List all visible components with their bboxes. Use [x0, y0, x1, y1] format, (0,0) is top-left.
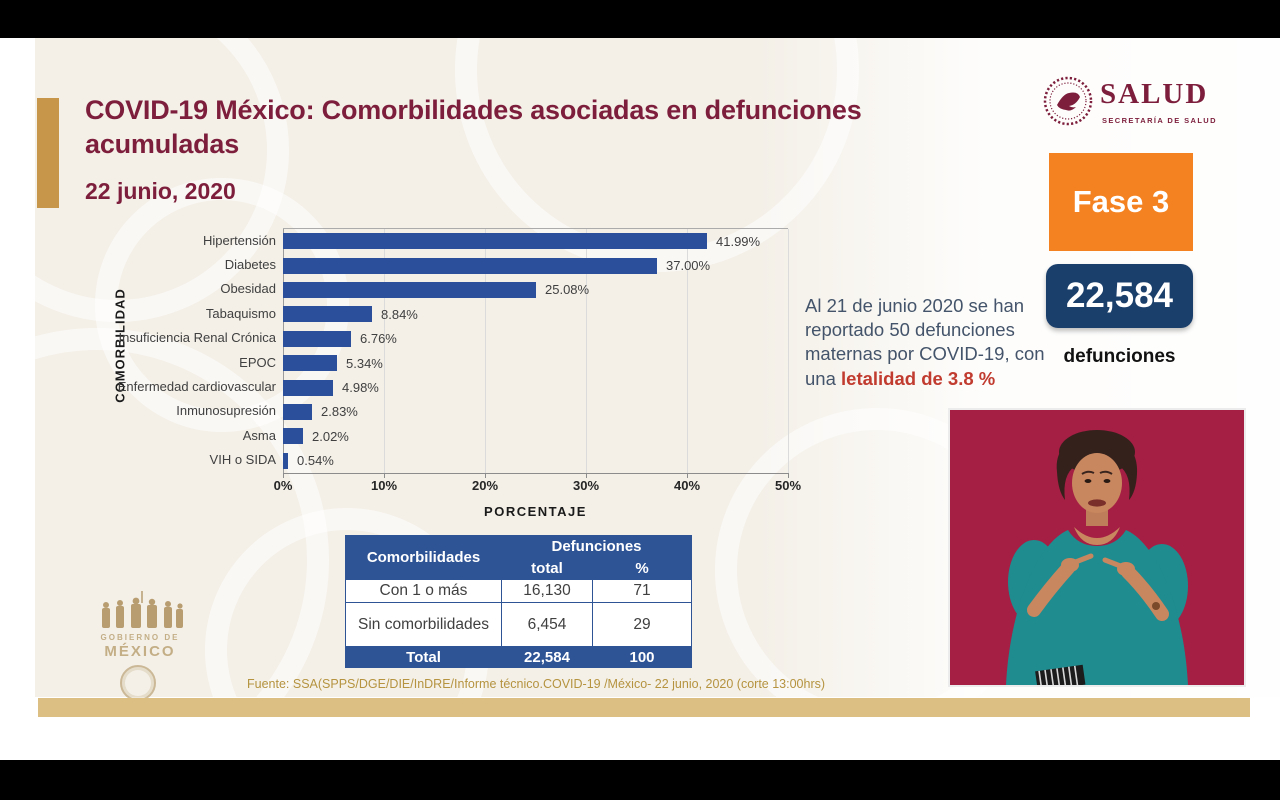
chart-x-tick-label: 10% — [370, 478, 398, 493]
chart-bar-value: 0.54% — [297, 453, 334, 469]
chart-bar — [283, 330, 351, 347]
gov-logo-text: GOBIERNO DE MÉXICO — [90, 633, 190, 660]
bottom-letterbox — [0, 760, 1280, 800]
watermark-background — [35, 38, 1280, 697]
deaths-badge: 22,584 — [1046, 264, 1193, 328]
gov-figures-icon — [102, 591, 183, 628]
gobierno-de-mexico-logo: GOBIERNO DE MÉXICO — [90, 591, 190, 701]
chart-bar-value: 4.98% — [342, 380, 379, 396]
source-citation: Fuente: SSA(SPPS/DGE/DIE/InDRE/Informe t… — [247, 677, 826, 691]
sign-language-interpreter-video — [948, 408, 1246, 692]
chart-gridline — [384, 229, 385, 473]
chart-tick-mark — [485, 473, 486, 478]
chart-category-label: Diabetes — [224, 257, 276, 273]
table-cell-pct: 29 — [592, 602, 692, 647]
chart-bar — [283, 233, 707, 250]
salud-logo: SALUD SECRETARÍA DE SALUD — [1040, 74, 1250, 134]
table-subheader-total: total — [501, 557, 593, 580]
chart-bar — [283, 452, 288, 469]
chart-bar-value: 25.08% — [545, 282, 590, 298]
slide-title: COVID-19 México: Comorbilidades asociada… — [85, 95, 862, 160]
chart-category-label: Obesidad — [220, 281, 276, 297]
bottom-gold-band — [38, 698, 1250, 717]
chart-bar — [283, 379, 333, 396]
chart-category-label: Enfermedad cardiovascular — [117, 379, 276, 395]
chart-x-tick-label: 50% — [774, 478, 802, 493]
salud-eagle-emblem-icon — [1043, 76, 1093, 126]
chart-tick-mark — [283, 473, 284, 478]
table-subheader-pct: % — [592, 557, 692, 580]
chart-category-label: VIH o SIDA — [209, 452, 276, 468]
table-total-row: Total 22,584 100 — [345, 646, 692, 668]
chart-bar-value: 8.84% — [381, 306, 418, 322]
table-header-defunciones: Defunciones — [501, 535, 692, 558]
chart-tick-mark — [687, 473, 688, 478]
chart-bar — [283, 428, 303, 445]
summary-table: Comorbilidades Defunciones total % Con 1… — [345, 535, 692, 668]
chart-gridline — [586, 229, 587, 473]
chart-tick-mark — [788, 473, 789, 478]
gov-logo-line1: GOBIERNO DE — [100, 633, 180, 642]
table-row: Sin comorbilidades 6,454 29 — [345, 602, 692, 647]
maternal-note-highlight: letalidad de 3.8 % — [841, 367, 996, 389]
chart-x-axis-label: PORCENTAJE — [484, 504, 587, 519]
chart-category-label: Asma — [242, 427, 276, 443]
table-cell-label: Total — [345, 646, 502, 668]
salud-wordmark: SALUD — [1100, 78, 1209, 110]
table-row: Con 1 o más 16,130 71 — [345, 579, 692, 603]
chart-bar — [283, 404, 312, 420]
slide-date: 22 junio, 2020 — [85, 178, 236, 204]
chart-category-label: Hipertensión — [203, 232, 276, 248]
chart-gridline — [788, 229, 789, 473]
table-cell-pct: 100 — [592, 646, 692, 668]
table-cell-total: 16,130 — [501, 579, 593, 603]
chart-bar-value: 2.02% — [312, 428, 349, 444]
chart-x-tick-label: 0% — [273, 478, 293, 493]
deaths-caption: defunciones — [1063, 346, 1176, 367]
chart-category-label: Insuficiencia Renal Crónica — [118, 330, 276, 346]
top-letterbox — [0, 0, 1280, 38]
chart-x-tick-label: 30% — [572, 478, 600, 493]
interpreter-illustration — [950, 410, 1244, 692]
chart-gridline — [283, 229, 284, 473]
chart-x-tick-label: 40% — [673, 478, 701, 493]
maternal-deaths-note: Al 21 de junio 2020 se han reportado 50 … — [805, 294, 1047, 392]
chart-tick-mark — [384, 473, 385, 478]
gov-seal-icon — [120, 665, 156, 701]
phase-badge: Fase 3 — [1049, 153, 1193, 251]
table-cell-label: Con 1 o más — [345, 579, 502, 603]
chart-bar-value: 6.76% — [360, 331, 397, 347]
chart-gridline — [485, 229, 486, 473]
table-cell-total: 6,454 — [501, 602, 593, 647]
table-header-comorbilidades: Comorbilidades — [345, 535, 502, 580]
chart-bar-value: 37.00% — [666, 258, 711, 274]
chart-category-label: EPOC — [239, 354, 276, 370]
table-cell-total: 22,584 — [501, 646, 593, 668]
presentation-slide: COVID-19 México: Comorbilidades asociada… — [0, 38, 1280, 760]
gold-accent-bar — [37, 98, 59, 208]
chart-gridline — [687, 229, 688, 473]
chart-bar — [283, 306, 372, 323]
table-cell-pct: 71 — [592, 579, 692, 603]
chart-bar-value: 2.83% — [321, 404, 358, 420]
chart-bar-value: 41.99% — [716, 233, 761, 249]
chart-x-tick-label: 20% — [471, 478, 499, 493]
gov-logo-line2: MÉXICO — [104, 643, 176, 660]
chart-bar-value: 5.34% — [346, 355, 383, 371]
chart-bar — [283, 355, 337, 372]
chart-x-ticks: 0% 10% 20% 30% 40% 50% — [274, 478, 801, 496]
maternal-note-text: Al 21 de junio 2020 se han reportado 50 … — [805, 294, 1045, 389]
table-cell-label: Sin comorbilidades — [345, 602, 502, 647]
chart-category-label: Tabaquismo — [205, 305, 276, 321]
chart-category-label: Inmunosupresión — [176, 403, 276, 419]
salud-subtitle: SECRETARÍA DE SALUD — [1102, 116, 1217, 125]
chart-bar — [283, 282, 536, 298]
bar-chart-plot: 41.99% 37.00% 25.08% 8.84% 6.76% 5.34% 4.98% 2.… — [283, 228, 789, 478]
chart-category-labels: Hipertensión Diabetes Obesidad Tabaquismo In… — [60, 228, 276, 472]
chart-bar — [283, 257, 657, 274]
chart-tick-mark — [586, 473, 587, 478]
